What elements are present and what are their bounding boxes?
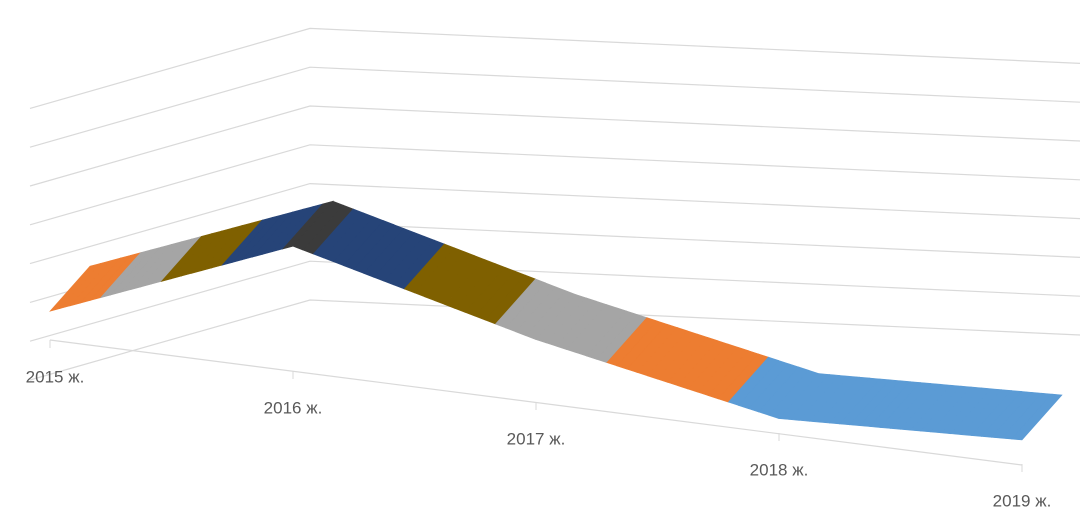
x-tick-label: 2016 ж. — [264, 398, 323, 417]
surface-slice — [1011, 393, 1063, 441]
x-tick-label: 2015 ж. — [26, 367, 85, 386]
grid-line — [29, 27, 1081, 109]
x-tick-label: 2017 ж. — [507, 429, 566, 448]
grid-line — [29, 105, 1081, 187]
x-tick-label: 2019 ж. — [993, 491, 1052, 510]
grid-line — [29, 66, 1081, 148]
x-tick-label: 2018 ж. — [750, 460, 809, 479]
grid-line — [29, 260, 1081, 342]
grid-line — [29, 182, 1081, 265]
grid-line — [29, 299, 1081, 381]
grid-line — [29, 144, 1081, 226]
